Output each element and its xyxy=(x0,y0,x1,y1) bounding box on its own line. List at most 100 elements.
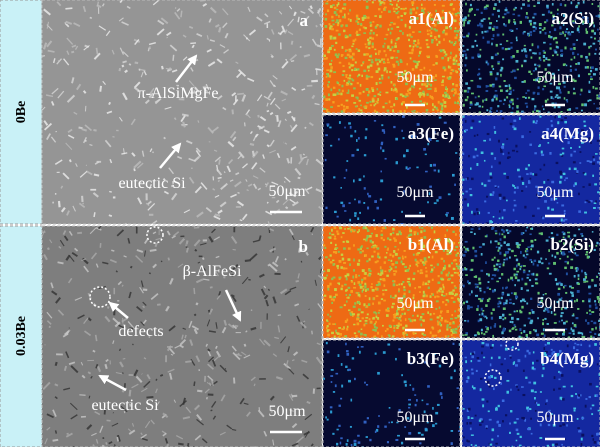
texture xyxy=(582,336,584,339)
texture xyxy=(340,442,342,445)
texture xyxy=(574,168,577,170)
texture xyxy=(495,185,497,187)
texture xyxy=(427,143,429,145)
texture xyxy=(292,41,293,45)
texture xyxy=(398,318,401,320)
texture xyxy=(535,173,538,176)
texture xyxy=(567,232,570,234)
texture xyxy=(90,17,92,18)
texture xyxy=(406,269,409,272)
texture xyxy=(577,290,580,293)
texture xyxy=(307,402,310,403)
texture xyxy=(332,260,334,262)
texture xyxy=(415,66,417,69)
texture xyxy=(470,194,473,196)
texture xyxy=(443,101,446,104)
texture xyxy=(439,117,442,119)
texture xyxy=(390,57,393,59)
texture xyxy=(595,327,597,330)
texture xyxy=(446,212,449,214)
texture xyxy=(483,140,486,142)
texture xyxy=(356,15,358,18)
texture xyxy=(374,49,376,51)
texture xyxy=(423,334,426,336)
texture xyxy=(326,76,328,78)
texture xyxy=(488,17,490,19)
texture xyxy=(185,335,186,338)
texture xyxy=(389,325,391,327)
texture xyxy=(481,151,484,154)
texture xyxy=(578,193,580,196)
texture xyxy=(267,111,269,112)
texture xyxy=(167,444,168,447)
texture xyxy=(437,324,439,326)
texture xyxy=(349,219,351,222)
texture xyxy=(532,311,535,314)
texture xyxy=(328,23,330,25)
texture xyxy=(427,284,429,286)
texture xyxy=(215,215,220,216)
texture xyxy=(409,88,411,91)
texture xyxy=(310,6,311,9)
texture xyxy=(516,28,518,30)
texture xyxy=(359,212,361,214)
texture xyxy=(334,211,337,213)
texture xyxy=(535,329,537,332)
texture xyxy=(495,54,498,56)
texture xyxy=(401,374,403,376)
texture xyxy=(388,422,390,424)
texture xyxy=(365,105,368,107)
texture xyxy=(330,145,332,147)
texture xyxy=(487,344,489,347)
texture xyxy=(396,97,398,100)
texture xyxy=(390,32,392,35)
texture xyxy=(434,296,436,298)
texture xyxy=(422,91,424,93)
texture xyxy=(356,139,358,142)
texture xyxy=(559,321,561,323)
texture xyxy=(491,228,493,230)
texture xyxy=(363,32,366,34)
texture xyxy=(590,78,593,80)
texture xyxy=(358,74,360,76)
texture xyxy=(470,167,472,169)
texture xyxy=(511,47,513,49)
texture xyxy=(553,262,556,265)
texture xyxy=(370,286,372,288)
texture xyxy=(343,30,345,32)
texture xyxy=(506,258,508,261)
texture xyxy=(379,25,381,28)
texture xyxy=(438,275,440,277)
texture xyxy=(591,435,593,437)
texture xyxy=(491,278,494,280)
texture xyxy=(507,157,509,159)
texture xyxy=(451,274,454,276)
texture xyxy=(522,96,525,98)
texture xyxy=(366,0,368,2)
texture xyxy=(516,151,518,153)
texture xyxy=(490,240,492,243)
texture xyxy=(386,252,388,254)
texture xyxy=(523,417,525,420)
texture xyxy=(554,314,556,316)
texture xyxy=(382,290,384,292)
texture xyxy=(435,423,437,425)
texture xyxy=(324,277,326,279)
texture xyxy=(475,255,478,257)
texture xyxy=(516,259,518,262)
texture xyxy=(450,3,453,5)
texture xyxy=(583,172,585,174)
texture xyxy=(346,443,348,446)
texture xyxy=(462,116,464,118)
texture xyxy=(518,176,520,178)
texture xyxy=(371,61,374,63)
texture xyxy=(583,121,585,123)
texture xyxy=(448,66,450,69)
texture xyxy=(379,82,382,84)
texture xyxy=(367,17,369,19)
texture xyxy=(499,233,501,236)
texture xyxy=(398,231,400,234)
texture xyxy=(491,99,493,102)
texture xyxy=(410,36,412,38)
texture xyxy=(523,330,525,333)
